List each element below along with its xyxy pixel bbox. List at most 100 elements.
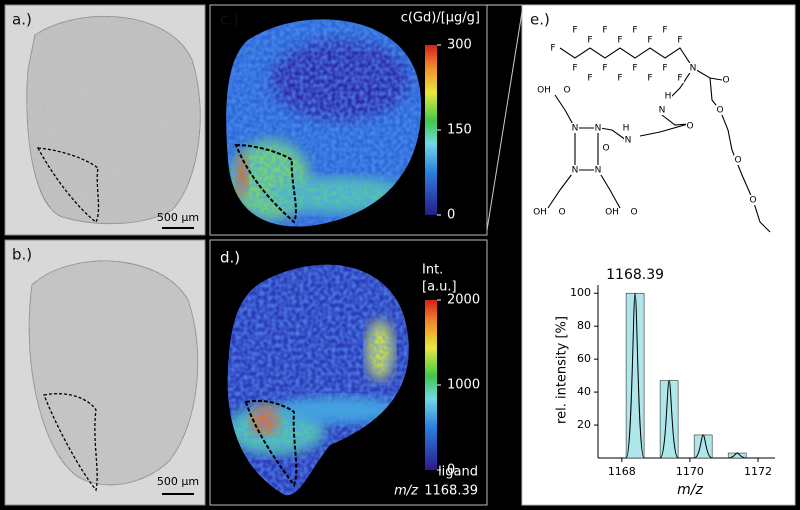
- atom-bg: [616, 35, 624, 45]
- atom-bg: [586, 35, 594, 45]
- atom-label: F: [587, 36, 592, 46]
- atom-label: F: [572, 64, 577, 74]
- caption: 1168.39: [424, 484, 478, 499]
- peak-profile: [625, 292, 645, 459]
- colorbar-title: c(Gd)/[µg/g]: [401, 11, 480, 26]
- atom-label: F: [662, 64, 667, 74]
- atom-bg: [608, 207, 616, 217]
- region-outline: [36, 147, 100, 223]
- panel-label: e.): [530, 11, 550, 29]
- atom-bg: [571, 123, 579, 133]
- atom-bg: [661, 63, 669, 73]
- bond: [599, 127, 627, 141]
- atom-bg: [540, 85, 548, 95]
- x-tick-label: 1168: [608, 465, 636, 478]
- atom-bg: [594, 123, 602, 133]
- atom-label: OH: [537, 86, 551, 96]
- atom-label: N: [595, 166, 602, 176]
- atom-label: OH: [533, 208, 547, 218]
- atom-bg: [658, 105, 666, 115]
- atom-bg: [549, 43, 557, 53]
- colorbar-tick-label: 0: [447, 463, 455, 478]
- tissue-texture: [26, 16, 201, 224]
- atom-bg: [571, 25, 579, 35]
- tissue-texture: [29, 261, 198, 485]
- caption: m/z: [394, 484, 419, 499]
- atom-bg: [624, 135, 632, 145]
- scale-bar-label: 500 µm: [157, 211, 199, 224]
- atom-bg: [646, 73, 654, 83]
- atom-label: N: [690, 64, 697, 74]
- atom-label: F: [617, 74, 622, 84]
- bar: [659, 380, 679, 459]
- atom-bg: [558, 207, 566, 217]
- atom-bg: [661, 25, 669, 35]
- bond: [547, 169, 576, 209]
- zoom-line: [486, 11, 523, 231]
- atom-bg: [716, 105, 724, 115]
- x-axis-label: m/z: [677, 482, 703, 498]
- panel-label: d.): [220, 249, 240, 267]
- atom-label: F: [572, 26, 577, 36]
- colorbar-title: [a.u.]: [422, 280, 457, 295]
- peak-profile: [659, 380, 679, 459]
- peak-profile: [693, 434, 713, 459]
- atom-label: O: [716, 106, 723, 116]
- atom-label: F: [602, 64, 607, 74]
- colorbar-tick-label: 2000: [447, 293, 480, 308]
- caption: ligand: [438, 465, 478, 480]
- atom-label: F: [662, 26, 667, 36]
- atom-label: O: [558, 208, 565, 218]
- atom-label: N: [659, 106, 666, 116]
- atom-label: F: [677, 74, 682, 84]
- region-outline: [43, 393, 98, 492]
- atom-bg: [722, 75, 730, 85]
- atom-bg: [646, 35, 654, 45]
- y-axis-label: rel. intensity [%]: [555, 316, 570, 424]
- bond: [597, 169, 621, 209]
- atom-label: O: [686, 122, 693, 132]
- atom-label: F: [647, 36, 652, 46]
- colorbar-tick-label: 150: [447, 123, 472, 138]
- colorbar: [425, 45, 437, 215]
- atom-label: O: [734, 156, 741, 166]
- atom-label: F: [587, 74, 592, 84]
- y-tick-label: 40: [577, 385, 591, 398]
- scale-bar-label: 500 µm: [157, 475, 199, 488]
- atom-bg: [631, 63, 639, 73]
- region-outline: [234, 143, 297, 224]
- atom-bg: [601, 25, 609, 35]
- atom-label: O: [630, 208, 637, 218]
- atom-bg: [571, 63, 579, 73]
- panel-label: a.): [12, 11, 32, 29]
- atom-bg: [734, 155, 742, 165]
- atom-label: N: [625, 136, 632, 146]
- colorbar-title: Int.: [422, 263, 443, 278]
- x-tick-label: 1172: [744, 465, 772, 478]
- atom-label: O: [722, 76, 729, 86]
- colorbar-tick-label: 1000: [447, 378, 480, 393]
- atom-label: OH: [605, 208, 619, 218]
- colorbar: [425, 300, 437, 470]
- heatmap: [227, 264, 409, 496]
- atom-bg: [594, 165, 602, 175]
- y-tick-label: 100: [570, 286, 591, 299]
- atom-label: O: [749, 196, 756, 206]
- atom-bg: [664, 91, 672, 101]
- y-tick-label: 20: [577, 418, 591, 431]
- atom-label: N: [595, 124, 602, 134]
- atom-label: F: [632, 64, 637, 74]
- atom-bg: [602, 143, 610, 153]
- atom-bg: [689, 63, 697, 73]
- bond: [559, 47, 694, 69]
- x-tick-label: 1170: [676, 465, 704, 478]
- atom-label: F: [677, 36, 682, 46]
- y-tick-label: 80: [577, 319, 591, 332]
- panel-label: b.): [12, 246, 32, 264]
- y-tick-label: 60: [577, 352, 591, 365]
- atom-label: F: [602, 26, 607, 36]
- atom-bg: [586, 73, 594, 83]
- atom-bg: [622, 123, 630, 133]
